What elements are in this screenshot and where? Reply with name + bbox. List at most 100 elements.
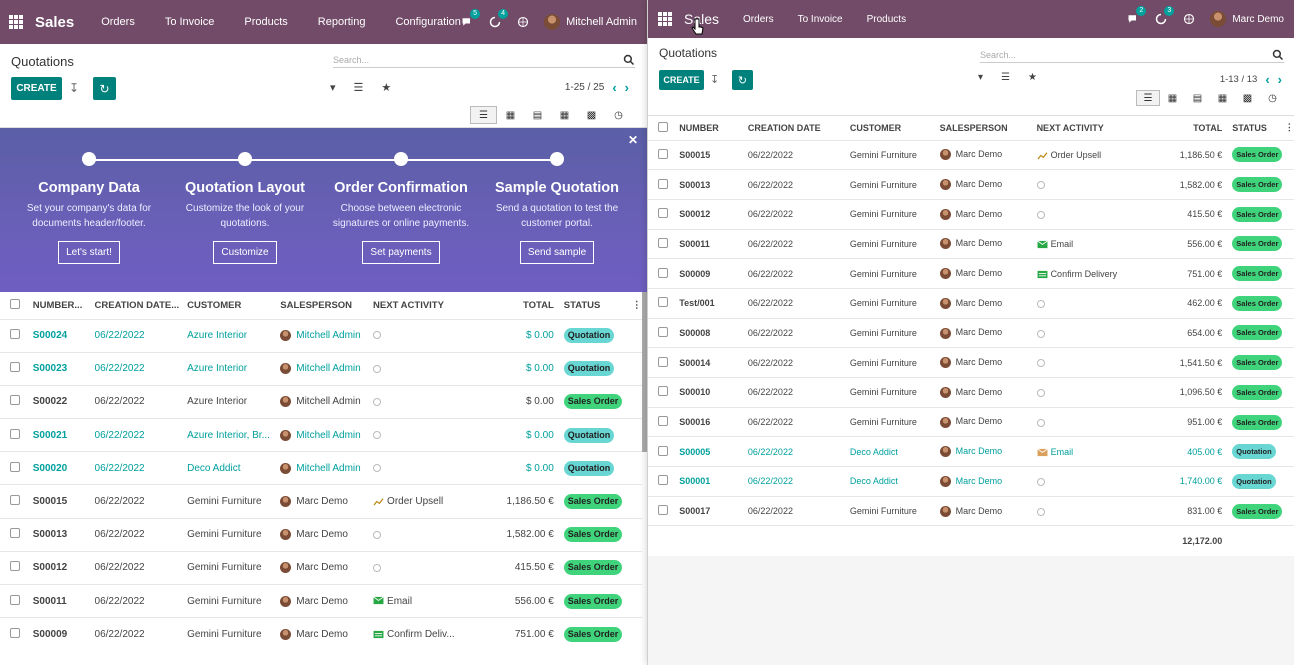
pager-value[interactable]: 1-13 / 13 [1219, 74, 1258, 85]
clock-icon[interactable] [1036, 418, 1045, 427]
group-by-icon[interactable]: ☰ [353, 82, 364, 94]
clock-icon[interactable] [373, 530, 382, 539]
messages-icon[interactable]: 2 [1126, 6, 1147, 26]
table-row[interactable]: S00013 06/22/2022 Gemini Furniture Marc Dem… [0, 518, 642, 551]
next-activity-cell[interactable] [1036, 407, 1142, 437]
next-activity-cell[interactable] [1036, 348, 1142, 378]
table-row[interactable]: S00020 06/22/2022 Deco Addict Mitchell Admi… [0, 451, 642, 485]
step-button[interactable]: Customize [213, 241, 277, 264]
step-button[interactable]: Send sample [519, 241, 595, 264]
row-checkbox[interactable] [658, 505, 668, 516]
menu-item-to-invoice[interactable]: To Invoice [164, 16, 215, 28]
app-brand[interactable]: Sales [35, 13, 75, 31]
table-row[interactable]: S00016 06/22/2022 Gemini Furniture Marc Dem… [648, 407, 1294, 437]
clock-icon[interactable] [1036, 329, 1045, 338]
table-row[interactable]: S00005 06/22/2022 Deco Addict Marc Demo Emai… [648, 436, 1294, 467]
table-row[interactable]: Test/001 06/22/2022 Gemini Furniture Marc D… [648, 288, 1294, 318]
column-header-salesperson[interactable]: SALESPERSON [939, 122, 1008, 133]
reload-button[interactable]: ↻ [732, 70, 753, 90]
row-checkbox[interactable] [10, 528, 20, 539]
apps-menu-icon[interactable] [658, 12, 672, 26]
optional-columns-icon[interactable]: ⋮ [632, 299, 642, 311]
pager-previous-icon[interactable]: ‹ [1265, 72, 1270, 87]
column-header-next-activity[interactable]: NEXT ACTIVITY [1036, 122, 1104, 133]
row-checkbox[interactable] [10, 461, 20, 472]
calendar-view-icon[interactable]: ▤ [1192, 92, 1203, 104]
graph-view-icon[interactable]: ▩ [586, 109, 597, 121]
table-row[interactable]: S00011 06/22/2022 Gemini Furniture Marc Dem… [648, 229, 1294, 259]
create-button[interactable]: CREATE [659, 70, 704, 90]
next-activity-cell[interactable] [373, 319, 485, 352]
column-header-creation-date[interactable]: CREATION DATE [747, 122, 821, 133]
table-row[interactable]: S00010 06/22/2022 Gemini Furniture Marc Dem… [648, 377, 1294, 408]
clock-icon[interactable] [1036, 359, 1045, 368]
activities-icon[interactable]: 4 [488, 9, 509, 29]
download-icon[interactable]: ↧ [710, 74, 720, 86]
column-header-customer[interactable]: CUSTOMER [187, 299, 242, 311]
graph-view-icon[interactable]: ▩ [1242, 92, 1253, 104]
column-header-status[interactable]: STATUS [563, 299, 601, 311]
table-row[interactable]: S00009 06/22/2022 Gemini Furniture Marc Dem… [648, 258, 1294, 289]
column-header-number[interactable]: NUMBER... [32, 299, 83, 311]
filter-icon[interactable]: ▾ [330, 82, 336, 94]
column-header-number[interactable]: NUMBER [679, 122, 719, 133]
search-input[interactable]: Search... [980, 49, 1017, 60]
row-checkbox[interactable] [658, 445, 668, 456]
next-activity-cell[interactable] [373, 419, 485, 452]
column-header-customer[interactable]: CUSTOMER [849, 122, 902, 133]
pager-next-icon[interactable]: › [1277, 72, 1282, 87]
row-checkbox[interactable] [10, 362, 20, 373]
table-row[interactable]: S00017 06/22/2022 Gemini Furniture Marc Dem… [648, 496, 1294, 526]
menu-item-products[interactable]: Products [866, 13, 907, 25]
step-button[interactable]: Set payments [362, 241, 440, 264]
table-row[interactable]: S00015 06/22/2022 Gemini Furniture Marc Dem… [0, 484, 642, 518]
favorites-star-icon[interactable]: ★ [381, 82, 392, 94]
next-activity-cell[interactable] [1036, 496, 1142, 526]
clock-icon[interactable] [373, 331, 382, 340]
favorites-star-icon[interactable]: ★ [1028, 72, 1037, 83]
next-activity-cell[interactable] [373, 518, 485, 551]
clock-icon[interactable] [373, 431, 382, 440]
menu-item-to-invoice[interactable]: To Invoice [797, 13, 843, 25]
next-activity-cell[interactable] [373, 551, 485, 584]
create-button[interactable]: CREATE [11, 77, 62, 100]
row-checkbox[interactable] [658, 267, 668, 278]
clock-icon[interactable] [1036, 210, 1045, 219]
clock-icon[interactable] [1036, 181, 1045, 190]
table-row[interactable]: S00001 06/22/2022 Deco Addict Marc Demo 1,74… [648, 466, 1294, 497]
filter-icon[interactable]: ▾ [978, 72, 984, 83]
menu-item-configuration[interactable]: Configuration [395, 16, 461, 28]
row-checkbox[interactable] [658, 356, 668, 367]
table-row[interactable]: S00014 06/22/2022 Gemini Furniture Marc Dem… [648, 347, 1294, 378]
table-row[interactable]: S00015 06/22/2022 Gemini Furniture Marc Dem… [648, 140, 1294, 170]
next-activity-cell[interactable] [373, 385, 485, 418]
next-activity-cell[interactable] [1036, 288, 1142, 318]
row-checkbox[interactable] [658, 297, 668, 308]
row-checkbox[interactable] [658, 237, 668, 248]
reload-button[interactable]: ↻ [93, 77, 116, 100]
search-icon[interactable] [1272, 49, 1284, 61]
kanban-view-icon[interactable]: ▦ [505, 109, 516, 121]
optional-columns-icon[interactable]: ⋮ [1284, 122, 1294, 133]
next-activity-cell[interactable] [1036, 467, 1142, 497]
row-checkbox[interactable] [10, 395, 20, 406]
table-row[interactable]: S00009 06/22/2022 Gemini Furniture Marc Dem… [0, 617, 642, 651]
list-view-icon[interactable]: ☰ [1136, 90, 1160, 106]
next-activity-cell[interactable] [373, 452, 485, 485]
select-all-checkbox[interactable] [658, 121, 668, 132]
user-menu[interactable]: Mitchell Admin [544, 14, 637, 30]
table-row[interactable]: S00011 06/22/2022 Gemini Furniture Marc Dem… [0, 584, 642, 618]
scrollbar[interactable] [642, 292, 647, 452]
row-checkbox[interactable] [658, 208, 668, 219]
table-row[interactable]: S00021 06/22/2022 Azure Interior, Br... Mit… [0, 418, 642, 452]
next-activity-cell[interactable]: Email [1036, 229, 1142, 259]
clock-icon[interactable] [373, 397, 382, 406]
table-row[interactable]: S00022 06/22/2022 Azure Interior Mitchell A… [0, 385, 642, 418]
close-icon[interactable]: ✕ [627, 133, 638, 147]
step-button[interactable]: Let's start! [58, 241, 120, 264]
row-checkbox[interactable] [10, 628, 20, 639]
search-icon[interactable] [623, 54, 635, 66]
app-brand[interactable]: Sales [684, 11, 720, 27]
column-header-total[interactable]: TOTAL [1193, 122, 1223, 133]
table-row[interactable]: S00013 06/22/2022 Gemini Furniture Marc Dem… [648, 169, 1294, 200]
